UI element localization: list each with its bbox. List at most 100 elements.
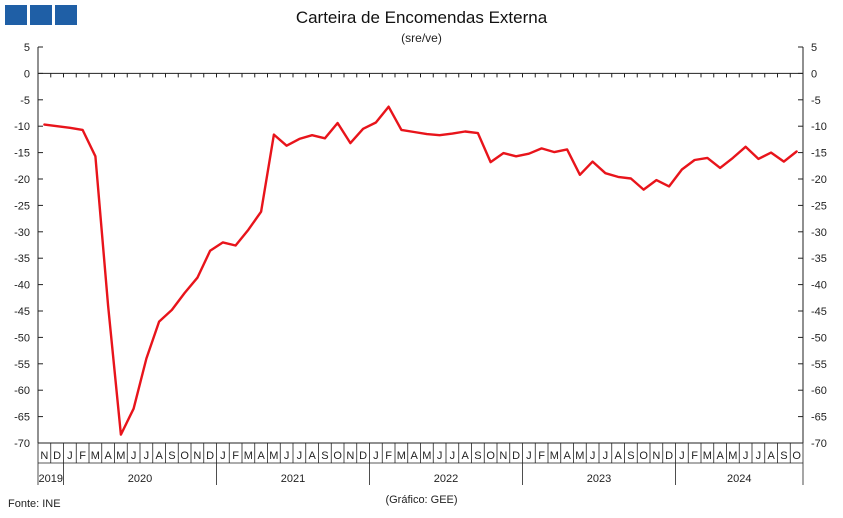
x-month-label: J xyxy=(284,450,290,462)
chart-subtitle: (sre/ve) xyxy=(401,31,442,45)
x-month-label: J xyxy=(373,450,379,462)
data-point xyxy=(145,357,147,360)
y-tick-label-right: -30 xyxy=(811,227,827,239)
x-month-label: A xyxy=(155,450,163,462)
x-month-label: M xyxy=(91,450,100,462)
x-month-label: A xyxy=(767,450,775,462)
x-month-label: F xyxy=(385,450,392,462)
y-tick-label-right: -25 xyxy=(811,200,827,212)
year-label: 2022 xyxy=(434,473,458,485)
y-tick-label-right: -55 xyxy=(811,359,827,371)
data-point xyxy=(439,134,441,136)
x-month-label: N xyxy=(193,450,201,462)
x-month-label: F xyxy=(538,450,545,462)
data-point xyxy=(56,125,58,127)
x-month-label: N xyxy=(499,450,507,462)
y-tick-label-right: -5 xyxy=(811,95,821,107)
axes: 5 5 0 0 -5 -5 -10 -10 -15 -15 -20 -20 -25 -25 -30 -30 -3… xyxy=(14,42,827,485)
x-month-label: J xyxy=(67,450,73,462)
x-month-label: J xyxy=(450,450,456,462)
series xyxy=(43,105,798,436)
x-month-label: D xyxy=(665,450,673,462)
y-tick-label-left: -60 xyxy=(14,385,30,397)
data-point xyxy=(196,277,198,279)
x-month-label: S xyxy=(627,450,634,462)
x-month-label: O xyxy=(792,450,801,462)
data-point xyxy=(643,188,645,191)
data-point xyxy=(133,408,135,410)
data-point xyxy=(694,159,696,161)
x-month-label: J xyxy=(131,450,137,462)
x-month-label: N xyxy=(652,450,660,462)
data-point xyxy=(668,185,670,187)
x-month-label: O xyxy=(486,450,495,462)
x-month-label: S xyxy=(321,450,328,462)
x-month-label: S xyxy=(780,450,787,462)
data-point xyxy=(706,157,708,159)
data-point xyxy=(324,137,326,139)
x-month-label: D xyxy=(206,450,214,462)
y-tick-label-right: -35 xyxy=(811,253,827,265)
logo-block-icon xyxy=(30,5,52,25)
data-point xyxy=(796,150,798,153)
credit-note: (Gráfico: GEE) xyxy=(385,494,458,506)
data-point xyxy=(184,292,186,294)
y-tick-label-left: -10 xyxy=(14,121,30,133)
x-month-label: J xyxy=(220,450,226,462)
x-month-label: O xyxy=(180,450,189,462)
x-month-label: M xyxy=(575,450,584,462)
data-point xyxy=(719,167,721,169)
y-tick-label-right: -60 xyxy=(811,385,827,397)
y-tick-label-left: -70 xyxy=(14,438,30,450)
data-point xyxy=(630,177,632,180)
x-month-label: F xyxy=(79,450,86,462)
x-month-label: M xyxy=(397,450,406,462)
x-month-label: A xyxy=(257,450,265,462)
data-point xyxy=(604,172,606,174)
data-point xyxy=(617,176,619,178)
data-point xyxy=(298,138,300,140)
data-point xyxy=(553,151,555,153)
data-point xyxy=(426,133,428,135)
x-month-label: N xyxy=(40,450,48,462)
logo-block-icon xyxy=(5,5,27,25)
x-month-label: S xyxy=(474,450,481,462)
x-month-label: F xyxy=(232,450,239,462)
x-month-label: J xyxy=(590,450,596,462)
x-month-label: A xyxy=(308,450,316,462)
data-point xyxy=(490,161,492,163)
data-point xyxy=(286,145,288,147)
chart-title: Carteira de Encomendas Externa xyxy=(295,8,548,27)
data-point xyxy=(464,130,466,133)
data-point xyxy=(171,309,173,311)
data-point xyxy=(655,179,657,181)
x-month-label: J xyxy=(437,450,443,462)
data-point xyxy=(375,121,377,124)
data-point xyxy=(477,132,479,134)
x-month-label: J xyxy=(603,450,609,462)
year-label: 2021 xyxy=(281,473,305,485)
data-point xyxy=(515,155,517,157)
x-month-label: M xyxy=(703,450,712,462)
y-tick-label-right: -45 xyxy=(811,306,827,318)
y-tick-label-right: -70 xyxy=(811,438,827,450)
year-label: 2019 xyxy=(39,473,63,485)
y-tick-label-left: 5 xyxy=(24,42,30,54)
x-month-label: M xyxy=(244,450,253,462)
y-tick-label-left: -20 xyxy=(14,174,30,186)
data-point xyxy=(528,153,530,155)
data-point xyxy=(745,146,747,148)
year-label: 2024 xyxy=(727,473,751,485)
x-month-label: M xyxy=(269,450,278,462)
y-tick-label-right: 0 xyxy=(811,68,817,80)
x-month-label: M xyxy=(116,450,125,462)
data-point xyxy=(783,160,785,163)
data-point xyxy=(592,160,594,163)
x-month-label: J xyxy=(679,450,685,462)
x-month-label: A xyxy=(614,450,622,462)
data-point xyxy=(222,241,224,243)
y-tick-label-right: -15 xyxy=(811,148,827,160)
data-point xyxy=(757,158,759,160)
x-month-label: M xyxy=(728,450,737,462)
x-month-label: A xyxy=(716,450,724,462)
